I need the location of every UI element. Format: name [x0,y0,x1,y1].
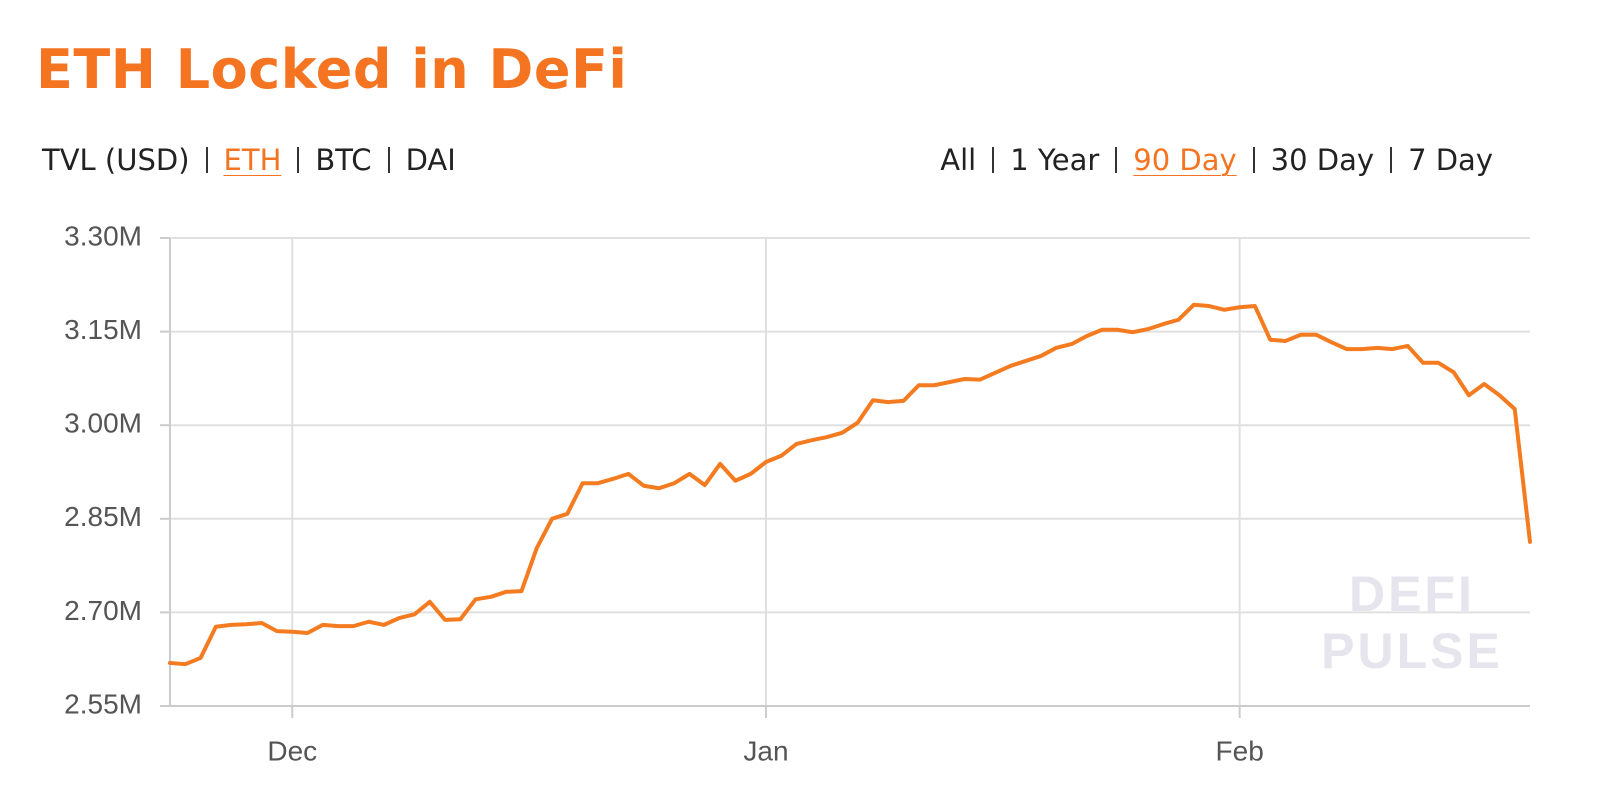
tab[interactable]: DAI [405,143,456,177]
data-line [168,302,1532,667]
tab-separator [1115,147,1118,173]
watermark: DEFI [1349,566,1475,622]
y-tick-label: 2.70M [64,595,142,626]
unit-tabs: TVL (USD) ETH BTC DAI [42,140,456,180]
tab-separator [205,147,208,173]
page-title: ETH Locked in DeFi [36,38,628,101]
watermark: PULSE [1321,623,1503,679]
tab[interactable]: All [940,143,977,177]
x-tick-label: Dec [267,735,317,766]
tab[interactable]: 7 Day [1408,143,1493,177]
y-tick-label: 3.15M [64,314,142,345]
tab[interactable]: 30 Day [1270,143,1375,177]
tab[interactable]: 90 Day [1133,143,1237,177]
tab-separator [297,147,300,173]
y-tick-label: 3.00M [64,408,142,439]
tab-separator [387,147,390,173]
y-tick-label: 3.30M [64,220,142,251]
y-tick-label: 2.55M [64,688,142,719]
tab[interactable]: ETH [223,143,282,177]
tab[interactable]: TVL (USD) [42,143,190,177]
tab-separator [1252,147,1255,173]
x-tick-label: Jan [743,735,788,766]
x-tick-label: Feb [1216,735,1264,766]
tab-separator [992,147,995,173]
tab-separator [1390,147,1393,173]
tab[interactable]: 1 Year [1010,143,1100,177]
range-tabs: All 1 Year 90 Day 30 Day 7 Day [940,140,1493,180]
y-tick-label: 2.85M [64,501,142,532]
tab[interactable]: BTC [315,143,372,177]
